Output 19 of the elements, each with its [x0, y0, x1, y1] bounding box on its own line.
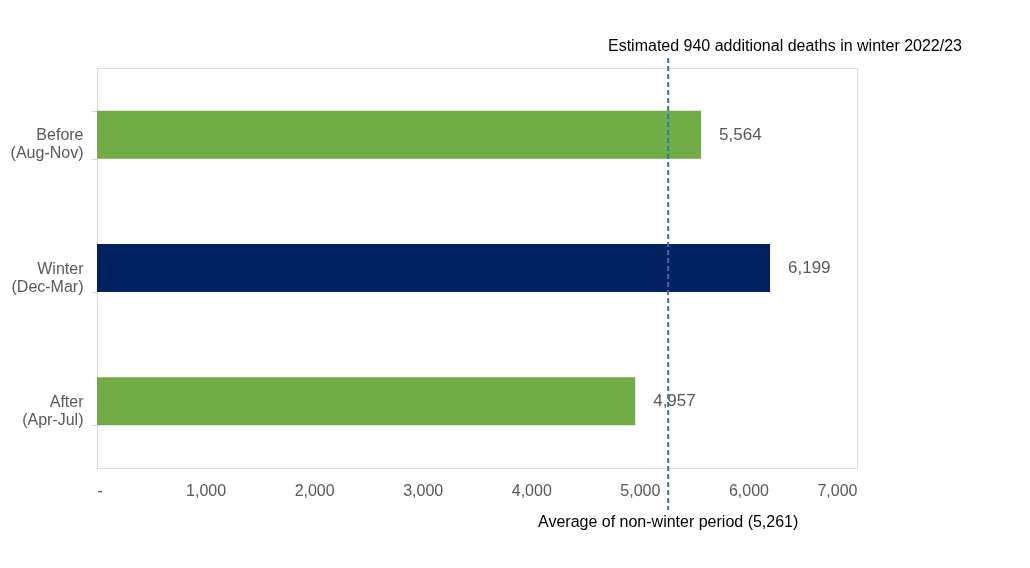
x-tick-label: 6,000: [728, 481, 770, 499]
x-tick-label: 7,000: [817, 481, 858, 499]
bar: [97, 244, 771, 292]
data-label: 4,957: [653, 391, 696, 411]
data-label: 5,564: [719, 124, 762, 144]
data-label: 6,199: [788, 258, 831, 277]
bar: [97, 110, 702, 159]
x-tick-label: 2,000: [294, 481, 335, 499]
y-tick-label: After (Apr-Jul): [22, 392, 85, 428]
ref-line-label: Average of non-winter period (5,261): [538, 513, 799, 530]
x-tick-label: 1,000: [186, 481, 227, 499]
x-tick-label: 3,000: [403, 481, 444, 499]
text: Estimated 940 additional deaths in winter 2022/23: [607, 37, 963, 54]
y-tick-label: Before (Aug-Nov): [10, 126, 84, 162]
bar: [97, 377, 636, 426]
x-tick-label: -: [97, 481, 103, 499]
x-tick-label: 5,000: [620, 481, 661, 499]
x-tick-label: 4,000: [511, 481, 552, 499]
y-tick-label: Winter (Dec-Mar): [11, 259, 85, 295]
